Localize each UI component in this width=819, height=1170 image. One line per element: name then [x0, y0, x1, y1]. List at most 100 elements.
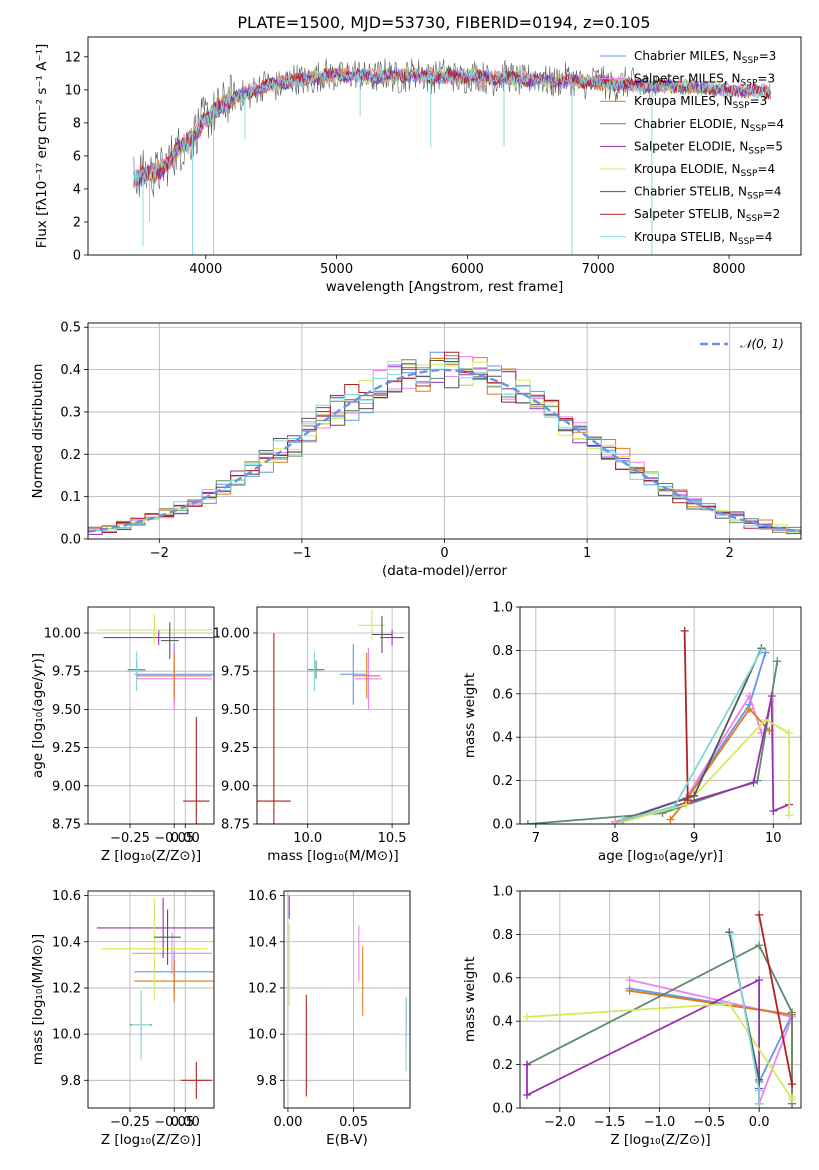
- y-tick-label: 0.2: [492, 774, 513, 789]
- x-axis-label: (data-model)/error: [382, 563, 508, 579]
- legend-entry: Kroupa STELIB, NSSP=4: [634, 230, 772, 247]
- x-axis-label: age [log₁₀(age/yr)]: [598, 848, 723, 864]
- x-tick-label: 8000: [712, 262, 745, 277]
- x-tick-label: −0.25: [110, 1115, 150, 1130]
- x-tick-label: 5000: [320, 262, 353, 277]
- legend-entry-count: =3: [759, 49, 777, 63]
- y-tick-label: 8: [73, 116, 81, 131]
- axes-frame: [87, 322, 802, 540]
- grid-age_vs_Z: [88, 607, 214, 825]
- panel-massweight_vs_Z: −2.0 −1.5 −1.0 −0.5 0.0 0.0 0.2 0.4 0.6 0.8 1.0 Z […: [462, 885, 802, 1148]
- weight-marker: [785, 728, 794, 737]
- weight-line-salpeter-elodie: [526, 978, 760, 1097]
- legend-entry: Chabrier ELODIE, NSSP=4: [634, 117, 784, 134]
- x-tick-label: 7000: [582, 262, 615, 277]
- x-tick-label: −0.05: [154, 1115, 194, 1130]
- y-tick-label: 0.4: [492, 1015, 513, 1030]
- plot-area-massweight_vs_age: [523, 626, 794, 824]
- weight-marker: [785, 811, 794, 820]
- y-tick-label: 9.75: [52, 665, 81, 680]
- x-tick-label: −1: [292, 546, 311, 561]
- panel-spectrum: 4000 5000 6000 7000 8000 0 2 4 6 8 10 12 wavelength …: [34, 36, 802, 295]
- weight-marker: [522, 1060, 531, 1069]
- x-tick-label: 0: [440, 546, 448, 561]
- x-tick-label: 4000: [189, 262, 222, 277]
- weight-marker: [690, 791, 699, 800]
- x-tick-label: −0.05: [154, 831, 194, 846]
- y-tick-label: 9.00: [52, 779, 81, 794]
- axes-frame: [283, 890, 411, 1109]
- weight-marker: [745, 691, 754, 700]
- y-tick-label: 0.8: [492, 928, 513, 943]
- axes-frame: [519, 890, 802, 1109]
- weight-marker: [683, 796, 692, 805]
- x-tick-label: 0.0: [749, 1115, 770, 1130]
- panel-age_vs_mass: 10.0 10.5 8.75 9.00 9.25 9.50 9.75 10.00 mass [l…: [213, 606, 410, 864]
- legend-entry-subscript: SSP: [746, 214, 763, 224]
- histogram-chabrier-stelib: [88, 360, 801, 533]
- y-tick-label: 10.6: [52, 889, 81, 904]
- x-axis-label: E(B-V): [326, 1132, 368, 1148]
- spectrum-line-kroupa-stelib: [133, 67, 771, 185]
- panel-mass_vs_EBV: 0.00 0.05 9.8 10.0 10.2 10.4 10.6 E(B-V): [248, 889, 411, 1148]
- legend-entry-subscript: SSP: [748, 146, 765, 156]
- y-axis-label: Flux [fλ10⁻¹⁷ erg cm⁻² s⁻¹ A⁻¹]: [34, 44, 50, 249]
- weight-line-chabrier-elodie: [526, 944, 793, 1104]
- histogram-salpeter-stelib: [88, 351, 801, 533]
- y-tick-label: 0.0: [492, 818, 513, 833]
- legend-entry: Salpeter MILES, NSSP=3: [634, 72, 775, 89]
- y-tick-label: 0.8: [492, 644, 513, 659]
- y-tick-label: 10.2: [52, 981, 81, 996]
- x-tick-label: 1: [583, 546, 591, 561]
- legend-entry-subscript: SSP: [738, 237, 755, 247]
- x-tick-label: 0.05: [339, 1115, 368, 1130]
- y-tick-label: 8.75: [221, 818, 250, 833]
- plot-area-age_vs_mass: [257, 610, 404, 824]
- x-tick-label: 10.5: [378, 831, 407, 846]
- y-tick-label: 9.50: [52, 703, 81, 718]
- y-tick-label: 0.0: [60, 533, 81, 548]
- y-tick-label: 9.50: [221, 703, 250, 718]
- histogram-kroupa-stelib: [88, 362, 801, 532]
- plot-area-residuals: [88, 351, 801, 535]
- weight-marker: [749, 778, 758, 787]
- plot-area-massweight_vs_Z: [522, 910, 797, 1108]
- y-tick-label: 2: [73, 215, 81, 230]
- y-tick-label: 9.8: [60, 1074, 81, 1089]
- plot-area-mass_vs_EBV: [288, 895, 407, 1097]
- axes-frame: [87, 36, 802, 256]
- panel-age_vs_Z: −0.25 −0.050.00 8.75 9.00 9.25 9.50 9.75 10.00 Z…: [30, 606, 215, 864]
- y-tick-label: 10: [64, 83, 81, 98]
- y-tick-label: 0.6: [492, 971, 513, 986]
- y-tick-label: 10.0: [248, 1028, 277, 1043]
- y-tick-label: 9.8: [256, 1074, 277, 1089]
- x-axis-label: Z [log₁₀(Z/Z⊙)]: [610, 1132, 710, 1148]
- y-tick-label: 0.3: [60, 405, 81, 420]
- x-tick-label: 9: [690, 831, 698, 846]
- plot-layer: 4000 5000 6000 7000 8000024681012wavelength …: [30, 36, 802, 1148]
- figure-title: PLATE=1500, MJD=53730, FIBERID=0194, z=0…: [237, 13, 650, 32]
- legend-entry-count: =4: [757, 162, 775, 176]
- x-tick-label: 0.00: [273, 1115, 302, 1130]
- x-tick-label: −1.5: [594, 1115, 626, 1130]
- panel-massweight_vs_age: 7 8 9 10 0.0 0.2 0.4 0.6 0.8 1.0 age [log₁₀(age/yr…: [462, 601, 802, 864]
- y-tick-label: 0.5: [60, 321, 81, 336]
- x-tick-label: −1.0: [644, 1115, 676, 1130]
- weight-marker: [755, 975, 764, 984]
- x-tick-label: −2.0: [544, 1115, 576, 1130]
- weight-marker: [522, 1090, 531, 1099]
- x-tick-label: 8: [611, 831, 619, 846]
- y-tick-label: 1.0: [492, 601, 513, 616]
- x-tick-label: 7: [532, 831, 540, 846]
- axes-frame: [87, 890, 215, 1109]
- x-tick-label: −0.5: [694, 1115, 726, 1130]
- x-tick-label: 10.0: [293, 831, 322, 846]
- y-tick-label: 0.0: [492, 1102, 513, 1117]
- weight-line-salpeter-stelib: [683, 630, 689, 801]
- y-tick-label: 0.4: [60, 363, 81, 378]
- weight-marker: [523, 820, 532, 824]
- y-tick-label: 10.0: [52, 1028, 81, 1043]
- legend-entry: Chabrier MILES, NSSP=3: [634, 49, 776, 66]
- weight-marker: [755, 941, 764, 950]
- x-axis-label: Z [log₁₀(Z/Z⊙)]: [101, 1132, 201, 1148]
